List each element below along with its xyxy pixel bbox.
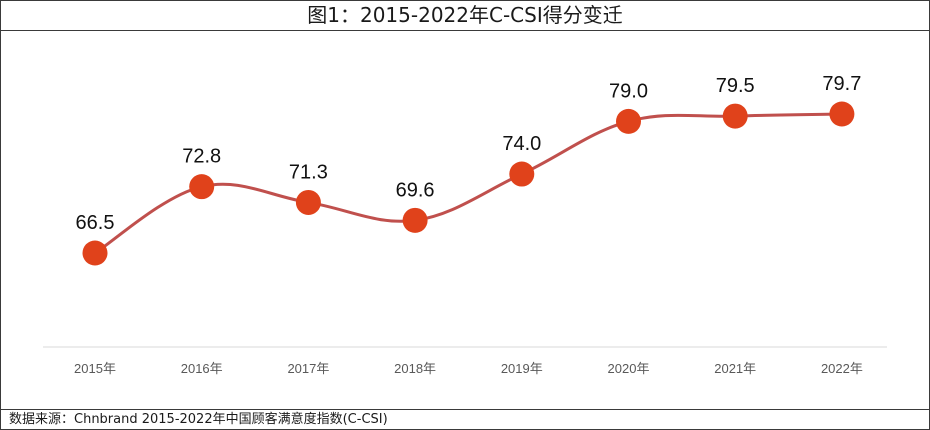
x-tick-label: 2016年 bbox=[181, 361, 223, 376]
x-tick-label: 2021年 bbox=[714, 361, 756, 376]
data-point bbox=[402, 207, 428, 233]
data-label: 66.5 bbox=[76, 212, 115, 234]
data-label: 69.6 bbox=[396, 179, 435, 201]
line-chart: 66.5 2015年 72.8 2016年 71.3 2017年 69.6 2018年 74.0… bbox=[43, 73, 887, 376]
data-point bbox=[509, 161, 535, 187]
x-tick-label: 2019年 bbox=[501, 361, 543, 376]
data-label: 79.7 bbox=[822, 73, 861, 95]
data-point bbox=[189, 174, 215, 200]
data-label: 71.3 bbox=[289, 161, 328, 183]
data-label: 74.0 bbox=[502, 133, 541, 155]
data-label: 72.8 bbox=[182, 146, 221, 168]
x-tick-label: 2018年 bbox=[394, 361, 436, 376]
data-point bbox=[295, 189, 321, 215]
x-tick-label: 2020年 bbox=[608, 361, 650, 376]
chart-title: 图1：2015-2022年C-CSI得分变迁 bbox=[1, 1, 929, 31]
data-point bbox=[82, 240, 108, 266]
x-tick-label: 2015年 bbox=[74, 361, 116, 376]
plot-area: 66.5 2015年 72.8 2016年 71.3 2017年 69.6 2018年 74.0… bbox=[1, 31, 929, 407]
data-point bbox=[722, 103, 748, 129]
data-point bbox=[829, 101, 855, 127]
data-label: 79.5 bbox=[716, 75, 755, 97]
x-tick-label: 2017年 bbox=[287, 361, 329, 376]
data-point bbox=[616, 108, 641, 134]
x-tick-label: 2022年 bbox=[821, 361, 863, 376]
data-label: 79.0 bbox=[609, 80, 648, 102]
data-source-note: 数据来源：Chnbrand 2015-2022年中国顾客满意度指数(C-CSI) bbox=[1, 409, 929, 429]
